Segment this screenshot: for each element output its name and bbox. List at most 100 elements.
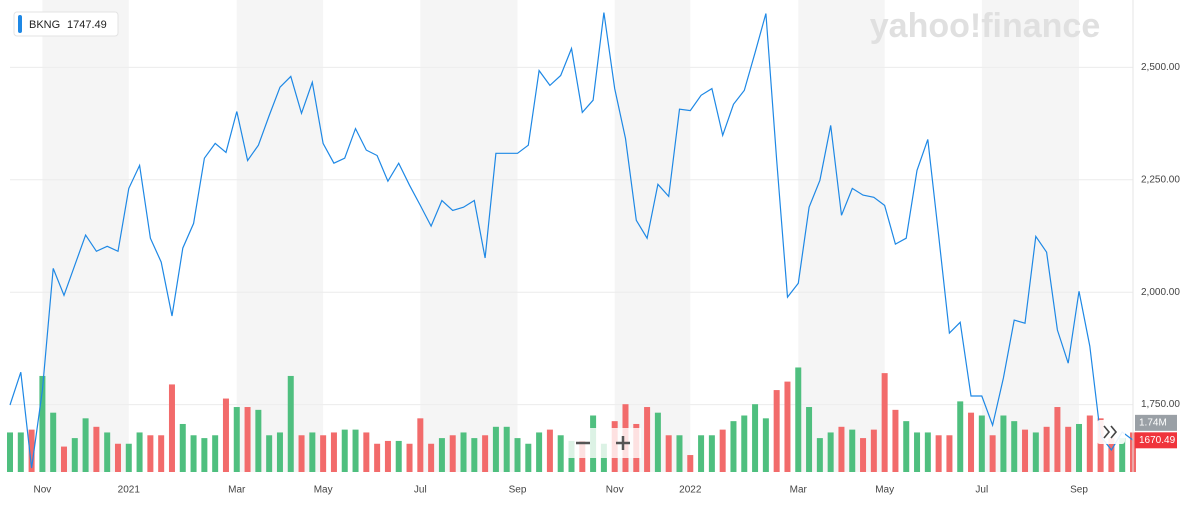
volume-bar (924, 432, 931, 472)
plot (9, 12, 1134, 469)
zoom-controls (565, 428, 641, 458)
volume-bar (892, 409, 899, 472)
x-tick-label: May (875, 485, 894, 496)
x-tick-label: Mar (790, 485, 808, 496)
watermark: yahoo!finance (870, 7, 1100, 45)
volume-bar (1108, 438, 1115, 472)
volume-bar (471, 438, 478, 472)
volume-bar (330, 432, 337, 472)
volume-bar (849, 429, 856, 472)
scroll-button[interactable] (1097, 420, 1125, 444)
x-tick-label: Nov (33, 485, 51, 496)
volume-bar (676, 435, 683, 472)
volume-bar (708, 435, 715, 472)
volume-bar (546, 429, 553, 472)
y-tick-label: 1,750.00 (1141, 399, 1180, 410)
volume-bar (255, 409, 262, 472)
volume-bar (449, 435, 456, 472)
volume-bar (1097, 418, 1104, 472)
volume-bar (719, 429, 726, 472)
price-line (9, 12, 1134, 469)
volume-bar (730, 421, 737, 472)
volume-bar (352, 429, 359, 472)
y-tick-label: 2,250.00 (1141, 174, 1180, 185)
volume-bar (1119, 438, 1126, 472)
volume-bar (158, 435, 165, 472)
volume-bar (1000, 415, 1007, 472)
volume-bar (82, 418, 89, 472)
volume-bar (665, 435, 672, 472)
volume-bar (968, 412, 975, 472)
volume-bar (752, 404, 759, 472)
x-tick-label: Mar (228, 485, 246, 496)
volume-bar (557, 435, 564, 472)
volume-bar (957, 401, 964, 472)
band (614, 0, 691, 472)
volume-bar (1032, 432, 1039, 472)
volume-bar (514, 438, 521, 472)
volume-bar (417, 418, 424, 472)
volume-bar (773, 390, 780, 472)
volume-bar (978, 415, 985, 472)
legend-swatch (18, 15, 22, 33)
volume-bar (903, 421, 910, 472)
volume-bar (244, 407, 251, 472)
volume-bar (179, 423, 186, 472)
volume-bar (460, 432, 467, 472)
volume-bar (525, 443, 532, 472)
volume-bar (741, 415, 748, 472)
y-tick-label: 2,500.00 (1141, 62, 1180, 73)
volume-bar (1022, 429, 1029, 472)
band (798, 0, 885, 472)
volume-bar (60, 446, 67, 472)
volume-bar (233, 407, 240, 472)
y-tick-label: 2,000.00 (1141, 287, 1180, 298)
volume-bar (935, 435, 942, 472)
legend-symbol: BKNG (29, 19, 60, 31)
volume-bar (320, 435, 327, 472)
price-marker-label: 1670.49 (1139, 435, 1176, 446)
volume-bar (125, 443, 132, 472)
volume-bar (698, 435, 705, 472)
volume-bar (1065, 426, 1072, 472)
x-tick-label: 2022 (679, 485, 702, 496)
volume-bar (860, 438, 867, 472)
scroll-box[interactable] (1097, 420, 1125, 444)
band (420, 0, 518, 472)
volume-bar (428, 443, 435, 472)
legend-value: 1747.49 (67, 19, 107, 31)
volume-bar (827, 432, 834, 472)
volume-bar (946, 435, 953, 472)
volume-bar (762, 418, 769, 472)
x-tick-label: Jul (975, 485, 988, 496)
x-tick-label: Jul (414, 485, 427, 496)
volume-bar (201, 438, 208, 472)
volume-bar (168, 384, 175, 472)
volume-bar (341, 429, 348, 472)
volume-bar (287, 375, 294, 472)
volume-bar (654, 412, 661, 472)
band (236, 0, 324, 472)
volume-bar (492, 426, 499, 472)
volume-bar (816, 438, 823, 472)
volume-bar (266, 435, 273, 472)
legend-box (13, 11, 119, 37)
price-marker (1135, 432, 1177, 449)
volume-marker (1135, 414, 1177, 431)
volume (7, 367, 1136, 472)
volume-bar (795, 367, 802, 472)
volume-bar (309, 432, 316, 472)
volume-marker-label: 1.74M (1139, 417, 1167, 428)
volume-bar (114, 443, 121, 472)
volume-bar (50, 412, 57, 472)
x-tick-label: Nov (606, 485, 624, 496)
volume-bar (363, 432, 370, 472)
x-tick-label: Sep (1070, 485, 1088, 496)
volume-bar (136, 432, 143, 472)
volume-bar (503, 426, 510, 472)
volume-bar (222, 398, 229, 472)
volume-bar (104, 432, 111, 472)
volume-bar (1043, 426, 1050, 472)
volume-bar (784, 381, 791, 472)
